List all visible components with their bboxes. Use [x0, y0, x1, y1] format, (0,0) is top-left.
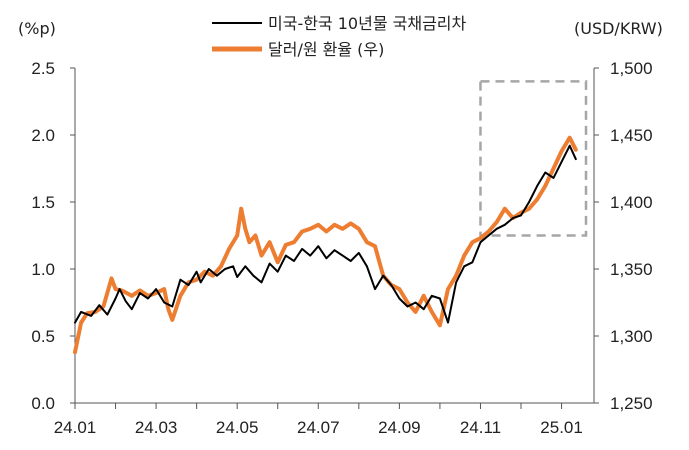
right-unit-label: (USD/KRW)	[574, 19, 663, 38]
y-right-tick-label: 1,450	[610, 126, 653, 145]
y-left-tick-label: 0.5	[31, 327, 55, 346]
series-line-fx	[73, 135, 578, 355]
y-right-tick-label: 1,250	[610, 394, 653, 413]
x-tick-label: 24.03	[135, 418, 178, 437]
highlight-box	[479, 80, 588, 237]
y-left-tick-label: 2.5	[31, 59, 55, 78]
x-tick-label: 24.05	[216, 418, 259, 437]
legend-label-fx: 달러/원 환율 (우)	[268, 40, 384, 59]
y-right-tick-label: 1,350	[610, 260, 653, 279]
series-line-spread	[74, 144, 577, 324]
x-tick-label: 24.07	[297, 418, 340, 437]
legend-label-spread: 미국-한국 10년물 국채금리차	[268, 14, 467, 33]
y-left-tick-label: 0.0	[31, 394, 55, 413]
x-tick-label: 24.09	[378, 418, 421, 437]
y-right-tick-label: 1,500	[610, 59, 653, 78]
y-left-tick-label: 1.5	[31, 193, 55, 212]
y-left-tick-label: 1.0	[31, 260, 55, 279]
x-tick-label: 24.11	[460, 418, 501, 437]
y-right-tick-label: 1,300	[610, 327, 653, 346]
left-unit-label: (%p)	[18, 19, 56, 38]
y-right-tick-label: 1,400	[610, 193, 653, 212]
legend: 미국-한국 10년물 국채금리차 달러/원 환율 (우)	[212, 14, 467, 59]
x-tick-label: 24.01	[54, 418, 97, 437]
y-left-tick-label: 2.0	[31, 126, 55, 145]
x-tick-label: 25.01	[540, 418, 583, 437]
